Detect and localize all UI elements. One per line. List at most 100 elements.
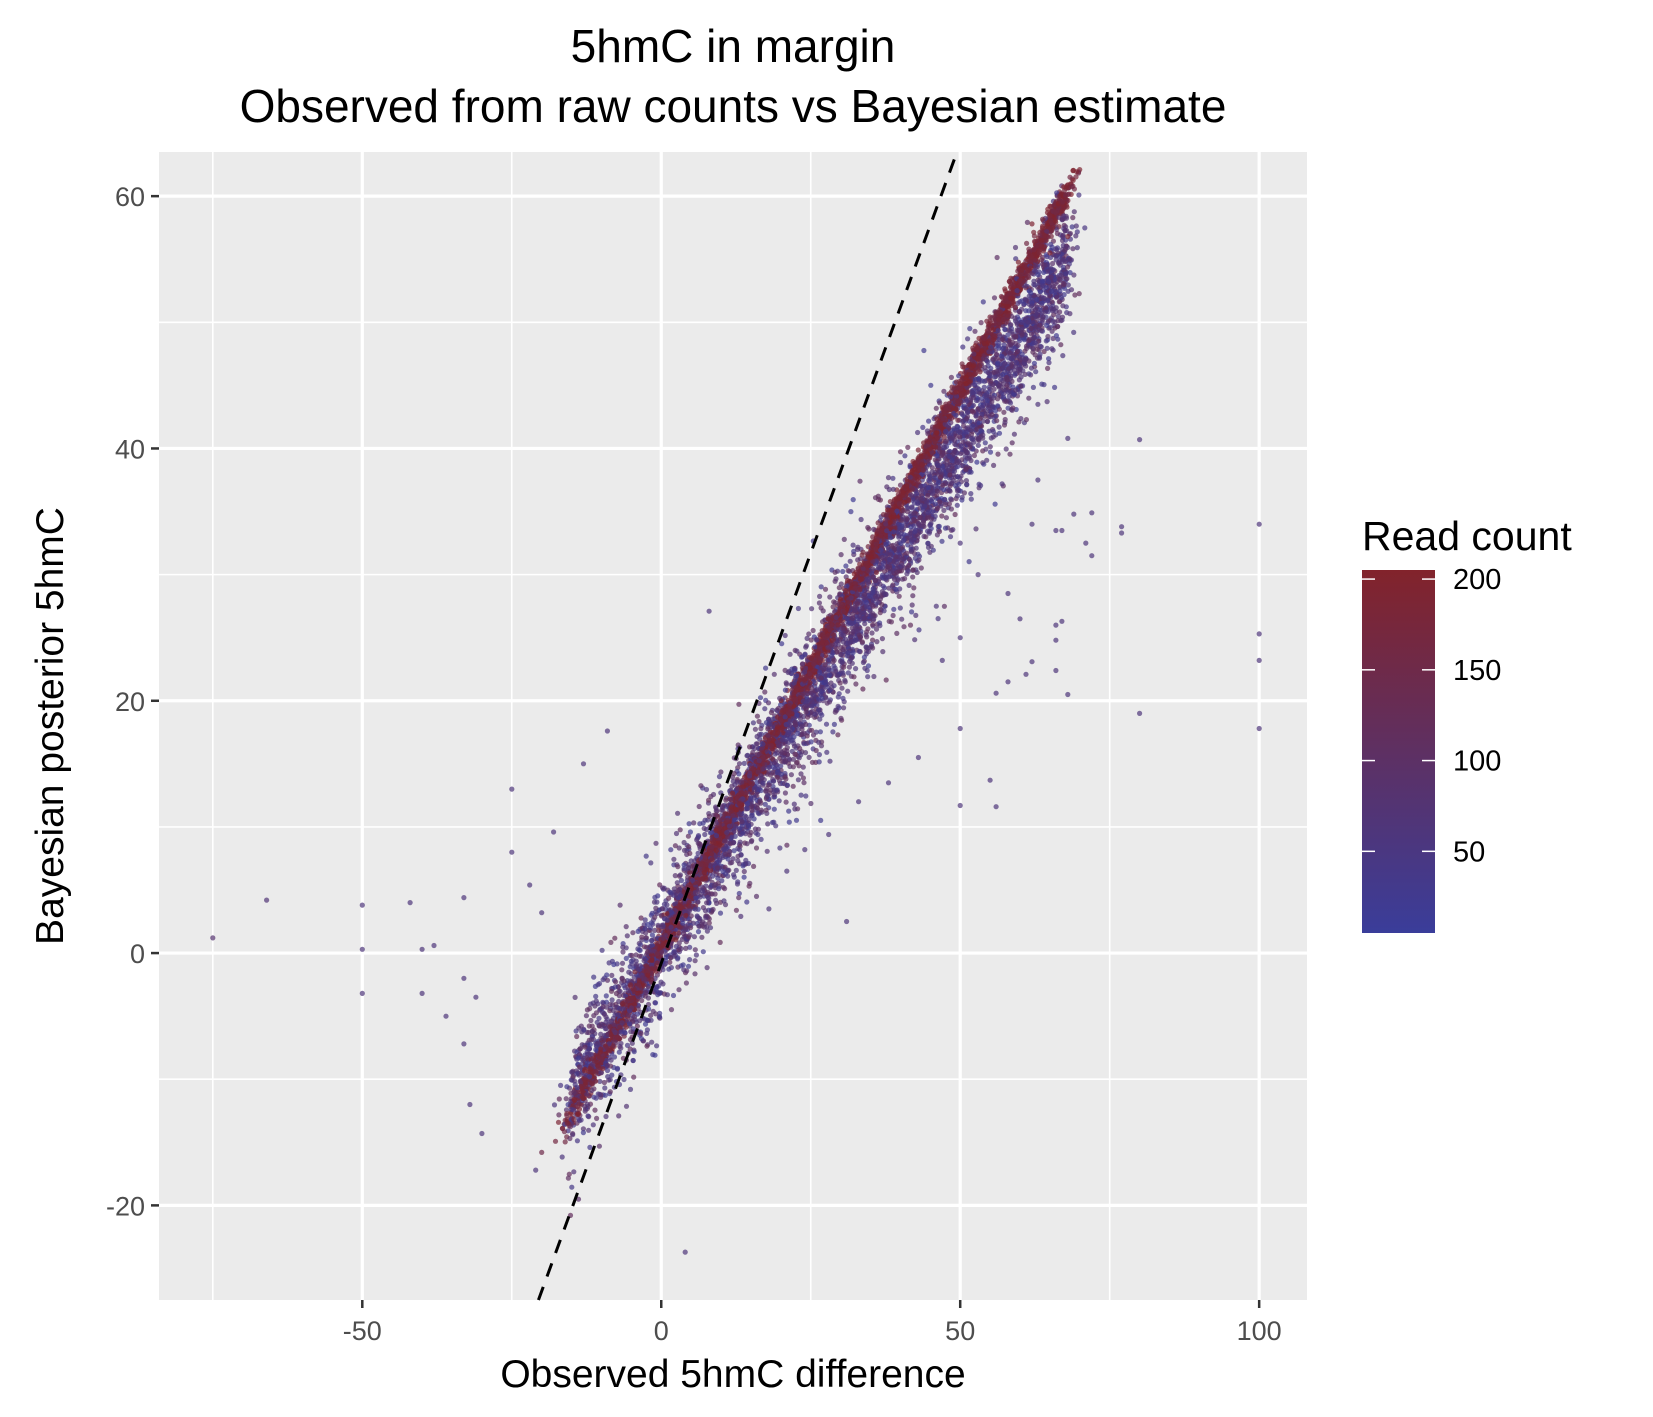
data-point	[841, 705, 847, 711]
data-point	[803, 793, 809, 799]
data-point	[902, 453, 908, 459]
data-point	[981, 384, 987, 390]
data-point	[563, 1107, 570, 1113]
grid-major	[159, 152, 1307, 1300]
data-point	[864, 634, 870, 640]
data-point	[843, 563, 849, 569]
data-point	[556, 1096, 562, 1102]
data-point	[551, 1102, 558, 1108]
data-point	[574, 1138, 581, 1144]
data-point	[941, 507, 947, 513]
data-point	[769, 819, 776, 826]
data-point	[659, 885, 666, 891]
data-point	[609, 972, 615, 979]
data-point	[741, 874, 747, 880]
data-point	[971, 452, 978, 459]
data-point	[616, 1049, 622, 1055]
data-point	[624, 933, 630, 939]
data-point	[562, 1139, 568, 1145]
data-point	[612, 935, 618, 941]
data-point	[910, 593, 916, 599]
data-point	[746, 883, 752, 889]
data-point	[1071, 209, 1077, 215]
data-point	[718, 769, 724, 775]
data-point	[710, 906, 716, 913]
data-point	[817, 593, 823, 600]
data-point	[920, 424, 926, 430]
data-point	[975, 442, 981, 448]
data-point	[753, 893, 760, 900]
data-point	[770, 778, 777, 784]
data-point	[666, 895, 672, 901]
data-point	[660, 981, 666, 987]
data-point	[791, 801, 797, 807]
data-point	[808, 739, 814, 745]
data-point	[902, 576, 908, 582]
data-point	[626, 969, 632, 975]
data-point	[1024, 240, 1030, 246]
data-point	[858, 516, 864, 523]
data-point	[850, 497, 856, 503]
data-point	[627, 1086, 634, 1092]
data-point	[860, 686, 866, 692]
data-point	[623, 924, 629, 930]
data-point	[1050, 347, 1056, 353]
data-point	[846, 664, 853, 670]
chart-subtitle: Observed from raw counts vs Bayesian est…	[240, 80, 1227, 132]
data-point	[1069, 224, 1075, 230]
data-point	[586, 1127, 592, 1133]
data-point	[810, 627, 816, 634]
data-point	[1065, 282, 1071, 288]
data-point	[663, 954, 669, 960]
data-point	[765, 700, 772, 706]
data-point	[886, 486, 892, 493]
data-point	[996, 384, 1002, 390]
data-point	[648, 860, 654, 866]
data-point	[808, 637, 814, 643]
data-point	[587, 1144, 593, 1150]
chart-title: 5hmC in margin	[571, 20, 896, 72]
data-point	[619, 976, 625, 982]
data-point	[1070, 215, 1076, 221]
data-point	[1013, 256, 1019, 262]
data-point	[888, 619, 895, 625]
data-point	[786, 808, 792, 814]
data-point	[672, 843, 679, 849]
data-point	[716, 774, 723, 780]
data-point	[1060, 303, 1066, 309]
data-point	[991, 462, 997, 468]
data-point	[865, 674, 871, 680]
data-point	[735, 853, 741, 859]
data-point	[744, 841, 750, 847]
data-point	[816, 752, 823, 758]
data-point	[677, 827, 683, 833]
data-point	[648, 1012, 654, 1019]
data-point	[609, 997, 615, 1003]
data-point	[773, 823, 779, 829]
data-point	[695, 850, 701, 857]
data-point	[939, 538, 945, 544]
data-point	[847, 558, 853, 564]
data-point	[652, 927, 658, 934]
data-point	[1058, 342, 1064, 348]
data-point	[609, 1072, 615, 1078]
data-point	[818, 605, 824, 611]
data-point	[653, 840, 659, 846]
data-point	[1060, 353, 1066, 359]
data-point	[1055, 313, 1061, 319]
data-point	[1023, 417, 1029, 423]
data-point	[967, 326, 973, 332]
data-point	[649, 1039, 655, 1045]
data-point	[901, 624, 907, 630]
data-point	[606, 960, 612, 966]
data-point	[752, 726, 759, 732]
data-point	[987, 449, 994, 455]
data-point	[966, 559, 972, 565]
data-point	[830, 729, 836, 735]
data-point	[860, 659, 867, 666]
data-point	[960, 344, 966, 350]
data-point	[832, 600, 839, 606]
data-point	[897, 449, 904, 455]
data-point	[750, 720, 757, 726]
data-point	[873, 626, 880, 632]
